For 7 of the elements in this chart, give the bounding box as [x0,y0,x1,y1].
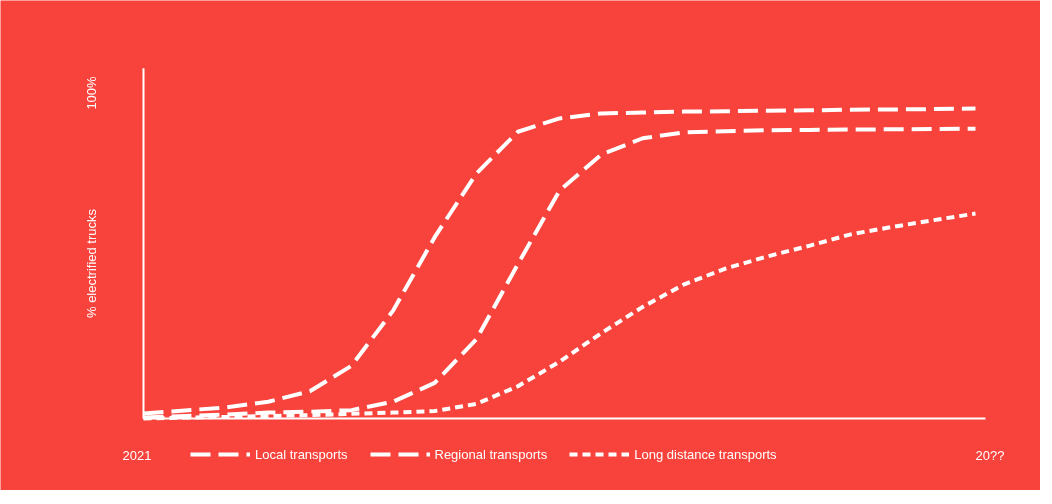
y-axis-title: % electrified trucks [84,208,99,319]
text: 20?? [975,448,1005,463]
legend-label: Local transports [255,446,348,462]
legend-label: Regional transports [434,446,548,462]
text: 100% [84,75,99,110]
text: 2021 [122,448,152,463]
legend-label: Long distance transports [634,446,777,462]
